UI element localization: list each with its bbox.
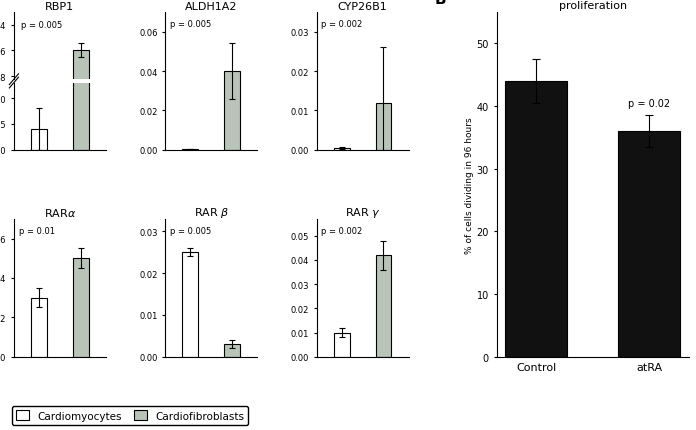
Bar xyxy=(182,253,198,357)
Text: B: B xyxy=(435,0,447,7)
Bar xyxy=(618,132,680,357)
Text: p = 0.02: p = 0.02 xyxy=(628,98,670,109)
Bar xyxy=(334,333,349,357)
Bar xyxy=(72,51,88,102)
Title: CYP26B1: CYP26B1 xyxy=(338,2,388,12)
Title: RBP1: RBP1 xyxy=(45,2,74,12)
Text: p = 0.002: p = 0.002 xyxy=(322,20,363,29)
Bar xyxy=(376,255,391,357)
Bar xyxy=(72,258,88,357)
Bar xyxy=(224,72,240,150)
Y-axis label: % of cells dividing in 96 hours: % of cells dividing in 96 hours xyxy=(465,117,474,253)
Bar xyxy=(376,103,391,150)
Legend: Cardiomyocytes, Cardiofibroblasts: Cardiomyocytes, Cardiofibroblasts xyxy=(12,406,248,425)
Text: p = 0.01: p = 0.01 xyxy=(19,226,54,235)
Title: Cardiofibroblast
proliferation: Cardiofibroblast proliferation xyxy=(548,0,637,11)
Title: RAR$\alpha$: RAR$\alpha$ xyxy=(44,206,76,218)
Bar xyxy=(31,298,47,357)
Bar xyxy=(224,344,240,357)
Text: p = 0.005: p = 0.005 xyxy=(22,21,63,30)
Text: p = 0.002: p = 0.002 xyxy=(322,226,363,235)
Bar xyxy=(31,101,47,102)
Bar xyxy=(72,0,88,150)
Bar xyxy=(505,82,567,357)
Title: RAR $\gamma$: RAR $\gamma$ xyxy=(345,206,381,219)
Bar xyxy=(334,149,349,150)
Text: p = 0.005: p = 0.005 xyxy=(170,226,211,235)
Title: RAR $\beta$: RAR $\beta$ xyxy=(193,206,229,219)
Title: ALDH1A2: ALDH1A2 xyxy=(185,2,237,12)
Text: p = 0.005: p = 0.005 xyxy=(170,20,211,29)
Bar xyxy=(31,130,47,150)
